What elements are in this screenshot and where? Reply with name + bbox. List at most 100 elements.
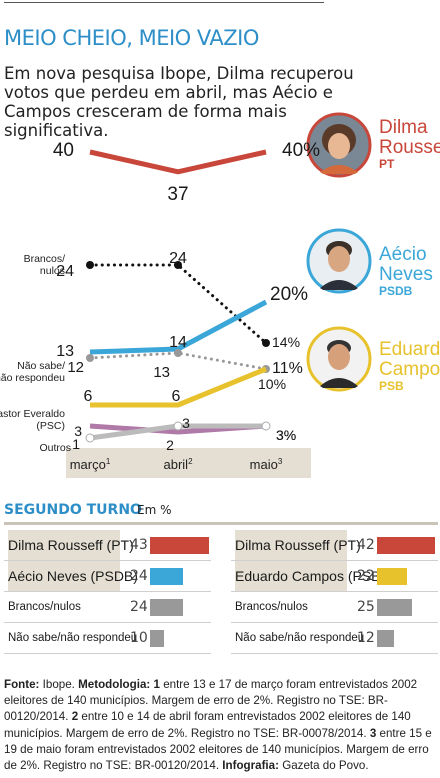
candidate-dilma: Dilma Rousseff PT <box>379 118 440 171</box>
data-label: 24 <box>169 250 187 267</box>
segundo-turno-row: Dilma Rousseff (PT) 43 <box>4 530 211 561</box>
data-label: 6 <box>84 388 93 405</box>
series-legend-label: Pastor Everaldo <box>0 408 65 420</box>
segundo-turno-row: Brancos/nulos 24 <box>4 592 211 623</box>
segundo-turno-value: 43 <box>130 537 148 553</box>
segundo-turno-table-aecio: Dilma Rousseff (PT) 43 Aécio Neves (PSDB) 2… <box>4 530 211 654</box>
series-line <box>88 351 268 371</box>
segundo-turno-label: Dilma Rousseff (PT) <box>8 530 134 560</box>
data-label: 3 <box>182 415 190 431</box>
aecio-photo <box>306 228 372 294</box>
infografia-label: Infografia: <box>222 759 279 773</box>
footer-notes: Fonte: Ibope. Metodologia: 1 entre 13 e … <box>4 677 438 774</box>
segundo-turno-bar <box>150 630 164 647</box>
note-number-2: 2 <box>71 710 79 724</box>
line-chart: março1 abril2 maio3 40 37 40% 24 24 14% Brancos/n… <box>0 140 320 478</box>
data-label: 11% <box>272 360 303 377</box>
segundo-turno-bar <box>377 537 435 554</box>
segundo-turno-row: Eduardo Campos (PSB) 22 <box>231 561 438 592</box>
segundo-turno-bar <box>377 630 394 647</box>
infografia-text: Gazeta do Povo. <box>282 759 369 773</box>
data-label: 20% <box>270 284 308 305</box>
candidate-first-name: Dilma <box>379 117 428 138</box>
data-label: 14 <box>169 334 187 351</box>
data-label: 10% <box>258 376 286 392</box>
data-label: 40 <box>53 140 74 161</box>
fonte-label: Fonte: <box>4 678 40 691</box>
campos-photo <box>306 326 372 392</box>
data-point <box>86 354 94 362</box>
data-label: 13 <box>56 343 74 360</box>
series-legend-label: não respondeu <box>0 372 65 384</box>
data-label: 1 <box>72 436 80 452</box>
data-label: 3% <box>276 427 296 443</box>
segundo-turno-bar <box>150 537 209 554</box>
segundo-turno-row: Brancos/nulos 25 <box>231 592 438 623</box>
segundo-turno-row: Dilma Rousseff (PT) 42 <box>231 530 438 561</box>
data-label: 3 <box>74 423 82 439</box>
data-point <box>173 421 183 431</box>
page-title: MEIO CHEIO, MEIO VAZIO <box>4 26 259 50</box>
segundo-turno-rule <box>4 522 438 525</box>
candidate-party: PT <box>379 157 395 171</box>
top-rule <box>4 2 324 3</box>
segundo-turno-value: 22 <box>357 568 375 584</box>
segundo-turno-label: Brancos/nulos <box>235 601 308 613</box>
series-legend-label: nulos <box>40 265 65 277</box>
data-label: 24 <box>56 263 74 280</box>
note-number-1: 1 <box>153 678 160 691</box>
candidate-last-name: Rousseff <box>379 137 440 158</box>
data-point <box>261 421 271 431</box>
metodologia-label: Metodologia: <box>78 678 151 691</box>
segundo-turno-row: Aécio Neves (PSDB) 24 <box>4 561 211 592</box>
note-text-2: entre 10 e 14 de abril foram entrevistad… <box>4 710 411 740</box>
x-tick-label: março1 <box>70 457 111 472</box>
candidate-first-name: Aécio <box>379 244 427 265</box>
segundo-turno-row: Não sabe/não respondeu 12 <box>231 623 438 654</box>
series-line <box>89 149 267 175</box>
segundo-turno-bar <box>377 568 407 585</box>
data-label: 37 <box>167 184 188 205</box>
data-point <box>174 349 182 357</box>
segundo-turno-bar <box>150 568 183 585</box>
segundo-turno-value: 24 <box>130 568 148 584</box>
series-legend-label: Outros <box>39 442 71 454</box>
candidate-party: PSDB <box>379 284 413 298</box>
candidate-aecio: Aécio Neves PSDB <box>379 245 433 298</box>
series-legend-label: (PSC) <box>36 420 65 432</box>
data-point <box>86 261 94 269</box>
segundo-turno-value: 42 <box>357 537 375 553</box>
note-number-3: 3 <box>369 726 377 740</box>
segundo-turno-label: Aécio Neves (PSDB) <box>8 561 138 591</box>
candidate-campos: Eduardo Campos PSB <box>379 340 440 393</box>
segundo-turno-label: Não sabe/não respondeu <box>8 632 138 644</box>
note-text-3: entre 15 e 19 de maio foram entrevistado… <box>4 726 432 773</box>
x-axis-band <box>66 448 311 478</box>
segundo-turno-value: 12 <box>357 630 375 646</box>
segundo-turno-value: 25 <box>357 599 375 615</box>
data-label: 40% <box>282 140 320 161</box>
segundo-turno-bar <box>150 599 183 616</box>
segundo-turno-title: SEGUNDO TURNO <box>4 502 142 518</box>
data-point <box>85 433 95 443</box>
fonte-text: Ibope. <box>42 678 75 691</box>
data-label: 12 <box>67 359 84 376</box>
segundo-turno-unit: Em % <box>137 503 172 517</box>
data-label: 13 <box>153 364 170 381</box>
segundo-turno-table-campos: Dilma Rousseff (PT) 42 Eduardo Campos (PSB… <box>231 530 438 654</box>
data-label: 3% <box>276 427 296 443</box>
segundo-turno-row: Não sabe/não respondeu 10 <box>4 623 211 654</box>
segundo-turno-value: 10 <box>130 630 148 646</box>
segundo-turno-label: Brancos/nulos <box>8 601 81 613</box>
segundo-turno-label: Eduardo Campos (PSB) <box>235 561 385 591</box>
data-point <box>262 339 270 347</box>
data-label: 6 <box>172 388 181 405</box>
note-text-1: entre 13 e 17 de março foram entrevistad… <box>4 678 418 724</box>
candidate-last-name: Neves <box>379 264 433 285</box>
segundo-turno-value: 24 <box>130 599 148 615</box>
series-legend-label: Não sabe/ <box>17 360 65 372</box>
data-label: 14% <box>272 334 300 350</box>
series-line <box>88 263 268 345</box>
series-legend-label: Brancos/ <box>24 253 66 265</box>
segundo-turno-label: Não sabe/não respondeu <box>235 632 365 644</box>
